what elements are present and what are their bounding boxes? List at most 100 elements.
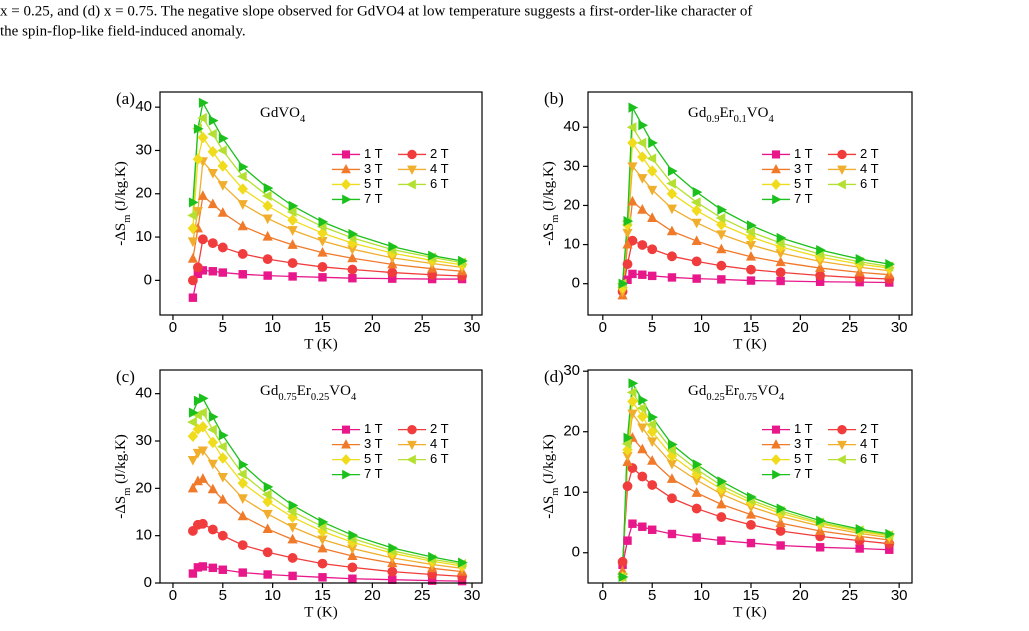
marker bbox=[746, 520, 756, 530]
legend-marker bbox=[342, 469, 352, 480]
marker bbox=[716, 218, 727, 231]
marker bbox=[667, 165, 678, 177]
x-tick-label: 30 bbox=[464, 319, 481, 336]
x-axis-label: T (K) bbox=[733, 336, 766, 352]
marker bbox=[197, 131, 209, 144]
y-tick-label: 30 bbox=[563, 157, 580, 174]
legend-marker bbox=[836, 179, 846, 190]
y-tick-label: 30 bbox=[135, 432, 152, 449]
x-tick-label: 0 bbox=[169, 587, 177, 604]
y-tick-label: 20 bbox=[563, 196, 580, 213]
marker bbox=[261, 489, 272, 500]
marker bbox=[388, 542, 398, 554]
legend-label: 7 T bbox=[364, 191, 383, 206]
marker bbox=[626, 122, 637, 133]
marker bbox=[348, 228, 359, 240]
series-line bbox=[192, 397, 463, 564]
marker bbox=[776, 503, 787, 514]
marker bbox=[746, 276, 756, 285]
marker bbox=[692, 274, 701, 283]
marker bbox=[318, 216, 329, 227]
marker bbox=[198, 393, 209, 404]
marker bbox=[287, 258, 298, 268]
legend-marker bbox=[341, 150, 351, 159]
marker bbox=[237, 249, 248, 259]
x-tick-label: 15 bbox=[314, 319, 331, 336]
marker bbox=[715, 212, 726, 224]
marker bbox=[387, 267, 398, 278]
y-axis-label: -ΔSm (J/kg.K) bbox=[541, 434, 560, 518]
marker bbox=[217, 452, 229, 464]
y-tick-label: 20 bbox=[563, 423, 580, 440]
marker bbox=[627, 137, 638, 149]
x-axis-label: T (K) bbox=[733, 604, 766, 620]
marker bbox=[855, 253, 866, 265]
marker bbox=[666, 473, 678, 483]
legend-label: 6 T bbox=[430, 451, 449, 466]
marker bbox=[318, 273, 327, 282]
marker bbox=[263, 481, 274, 493]
legend-label: 4 T bbox=[430, 436, 449, 451]
marker bbox=[717, 476, 728, 487]
marker bbox=[197, 421, 209, 433]
marker bbox=[197, 473, 208, 483]
marker bbox=[262, 509, 273, 520]
marker bbox=[618, 571, 629, 583]
legend-label: 1 T bbox=[794, 146, 813, 161]
x-tick-label: 25 bbox=[414, 587, 431, 604]
series-line bbox=[192, 238, 463, 281]
legend-label: 5 T bbox=[364, 451, 383, 466]
axes-frame bbox=[587, 91, 913, 316]
legend-label: 5 T bbox=[364, 176, 383, 191]
y-tick-label: 0 bbox=[144, 574, 152, 591]
legend-label: 7 T bbox=[364, 466, 383, 481]
legend-label: 4 T bbox=[860, 161, 879, 176]
marker bbox=[855, 544, 864, 553]
legend-marker bbox=[771, 439, 781, 449]
marker bbox=[637, 471, 648, 482]
marker bbox=[261, 190, 272, 202]
series-line bbox=[621, 200, 890, 296]
marker bbox=[622, 238, 633, 249]
marker bbox=[648, 412, 658, 423]
marker bbox=[288, 500, 299, 511]
legend-marker bbox=[407, 165, 417, 175]
marker bbox=[637, 423, 648, 434]
legend-marker bbox=[770, 178, 782, 190]
marker bbox=[207, 168, 218, 179]
marker bbox=[193, 395, 204, 406]
marker bbox=[197, 518, 208, 529]
marker bbox=[667, 529, 677, 539]
panel-label: (a) bbox=[116, 89, 135, 108]
marker bbox=[646, 419, 657, 430]
panel-label: (b) bbox=[544, 89, 564, 108]
body-text: x = 0.25, and (d) x = 0.75. The negative… bbox=[0, 3, 752, 19]
marker bbox=[188, 197, 199, 208]
series-line bbox=[621, 390, 890, 577]
y-tick-label: 0 bbox=[572, 275, 580, 292]
marker bbox=[428, 250, 438, 261]
marker bbox=[637, 410, 648, 423]
x-tick-label: 5 bbox=[219, 319, 227, 336]
marker bbox=[747, 491, 757, 503]
marker bbox=[262, 254, 273, 265]
y-axis-label: -ΔSm (J/kg.K) bbox=[113, 434, 132, 518]
marker bbox=[197, 190, 208, 200]
marker bbox=[288, 200, 299, 211]
marker bbox=[621, 438, 632, 449]
y-tick-label: 30 bbox=[135, 141, 152, 158]
marker bbox=[647, 271, 657, 281]
marker bbox=[716, 498, 727, 509]
marker bbox=[237, 200, 248, 210]
series-line bbox=[192, 135, 463, 266]
marker bbox=[262, 495, 273, 508]
marker bbox=[187, 253, 198, 263]
legend-marker bbox=[342, 194, 352, 205]
x-tick-label: 0 bbox=[599, 319, 607, 336]
marker bbox=[207, 459, 218, 470]
marker bbox=[207, 524, 218, 535]
marker bbox=[667, 439, 678, 450]
marker bbox=[288, 571, 297, 581]
marker bbox=[647, 525, 657, 534]
marker bbox=[237, 510, 248, 521]
